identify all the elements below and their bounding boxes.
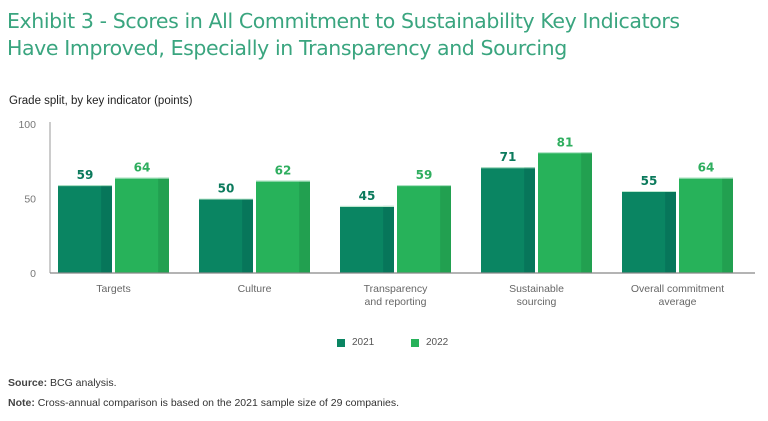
data-label-2022: 64 (134, 161, 151, 175)
source-note: Source: BCG analysis. (8, 377, 117, 389)
x-tick-label: Overall commitment (631, 283, 724, 295)
bar-shade-2022 (440, 185, 451, 273)
legend-label-2021: 2021 (352, 337, 375, 348)
bar-shade-2022 (299, 180, 310, 273)
bar-shade-2022 (158, 177, 169, 273)
bar-shade-2021 (383, 205, 394, 273)
data-label-2022: 62 (275, 164, 292, 178)
note-label: Note: (8, 397, 35, 409)
x-tick-label: average (659, 296, 697, 308)
source-text: BCG analysis. (47, 377, 117, 389)
chart-subtitle: Grade split, by key indicator (points) (9, 95, 193, 107)
data-label-2022: 64 (698, 161, 715, 175)
legend-swatch-2021 (337, 338, 345, 347)
bar-chart: 0 50 100 59 64 Targets 50 62 Culture 45 59 Transpar… (18, 119, 755, 308)
data-label-2021: 71 (500, 150, 517, 164)
bar-shade-2022 (722, 177, 733, 273)
y-tick-label: 100 (18, 119, 36, 131)
data-label-2021: 59 (77, 168, 94, 182)
title-line-1: Exhibit 3 - Scores in All Commitment to … (7, 9, 680, 33)
legend-item-2022: 2022 (411, 337, 448, 348)
bar-shade-2021 (524, 167, 535, 273)
x-tick-label: and reporting (365, 296, 427, 308)
legend-item-2021: 2021 (337, 337, 374, 348)
chart-title: Exhibit 3 - Scores in All Commitment to … (7, 8, 680, 62)
x-tick-label: sourcing (517, 296, 557, 308)
bar-shade-2021 (242, 198, 253, 273)
data-label-2022: 81 (557, 135, 574, 149)
legend-label-2022: 2022 (426, 337, 449, 348)
x-tick-label: Transparency (364, 283, 429, 295)
x-tick-label: Sustainable (509, 283, 564, 295)
data-label-2021: 55 (641, 174, 658, 188)
note-text: Cross-annual comparison is based on the … (34, 397, 400, 409)
title-line-2: Have Improved, Especially in Transparenc… (7, 36, 567, 60)
source-label: Source: (8, 377, 48, 389)
y-tick-label: 50 (24, 194, 36, 206)
y-tick-label: 0 (30, 268, 36, 280)
bar-shade-2022 (581, 152, 592, 273)
data-label-2022: 59 (416, 168, 433, 182)
legend-swatch-2022 (411, 338, 419, 347)
data-label-2021: 50 (218, 182, 235, 196)
x-tick-label: Targets (96, 283, 130, 295)
data-label-2021: 45 (359, 189, 376, 203)
footnote: Note: Cross-annual comparison is based o… (8, 397, 399, 409)
bar-shade-2021 (101, 185, 112, 273)
x-tick-label: Culture (238, 283, 272, 295)
bar-shade-2021 (665, 191, 676, 273)
